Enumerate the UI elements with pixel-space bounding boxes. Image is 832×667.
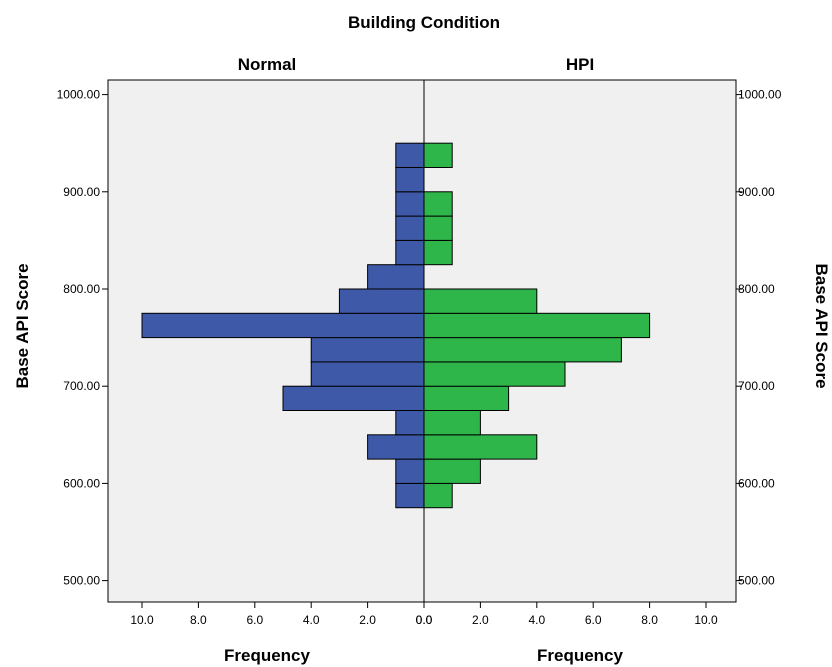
bar-hpi-725 xyxy=(423,337,622,363)
y-tick-label-left-900: 900.00 xyxy=(63,185,100,199)
ticks-layer: 500.00 500.00 600.00 600.00 700.00 700.00 800.… xyxy=(57,88,782,627)
bar-normal-750 xyxy=(141,312,425,339)
x-tick-label-right-10: 10.0 xyxy=(694,613,718,627)
bar-normal-675 xyxy=(282,385,425,412)
y-tick-label-left-800: 800.00 xyxy=(63,282,100,296)
bar-normal-925 xyxy=(395,142,425,168)
bar-hpi-925 xyxy=(423,142,453,168)
y-tick-label-right-900: 900.00 xyxy=(738,185,775,199)
bar-normal-700 xyxy=(310,361,425,387)
bar-normal-650 xyxy=(395,410,425,436)
x-tick-label-left-4: 4.0 xyxy=(303,613,320,627)
x-axis-label-right: Frequency xyxy=(537,646,624,665)
bar-normal-600 xyxy=(395,458,425,484)
y-tick-label-left-500: 500.00 xyxy=(63,574,100,588)
bar-hpi-850 xyxy=(423,215,453,241)
bars-layer xyxy=(141,142,651,509)
x-tick-label-right-2: 2.0 xyxy=(472,613,489,627)
y-axis-label-left: Base API Score xyxy=(13,263,32,388)
x-tick-label-left-10: 10.0 xyxy=(130,613,154,627)
x-tick-label-right-6: 6.0 xyxy=(585,613,602,627)
y-tick-label-right-1000: 1000.00 xyxy=(738,88,782,102)
x-tick-label-left-6: 6.0 xyxy=(246,613,263,627)
bar-hpi-675 xyxy=(423,385,510,412)
bar-normal-900 xyxy=(395,166,425,193)
bar-hpi-650 xyxy=(423,410,481,436)
x-tick-label-right-8: 8.0 xyxy=(641,613,658,627)
y-tick-label-right-500: 500.00 xyxy=(738,574,775,588)
bar-hpi-600 xyxy=(423,458,481,484)
bar-normal-800 xyxy=(367,264,425,290)
bar-hpi-750 xyxy=(423,312,651,339)
x-tick-label-right-0: 0.0 xyxy=(416,613,433,627)
y-tick-label-right-700: 700.00 xyxy=(738,379,775,393)
bar-hpi-875 xyxy=(423,191,453,217)
bar-normal-875 xyxy=(395,191,425,217)
panel-title-hpi: HPI xyxy=(566,55,594,74)
bar-hpi-625 xyxy=(423,434,538,460)
bar-normal-625 xyxy=(367,434,425,460)
x-tick-label-right-4: 4.0 xyxy=(528,613,545,627)
y-tick-label-left-1000: 1000.00 xyxy=(57,88,101,102)
bar-hpi-775 xyxy=(423,288,538,314)
bar-normal-725 xyxy=(310,337,425,363)
bar-normal-775 xyxy=(338,288,425,314)
y-tick-label-left-600: 600.00 xyxy=(63,476,100,490)
bar-normal-825 xyxy=(395,239,425,266)
y-tick-label-right-800: 800.00 xyxy=(738,282,775,296)
x-tick-label-left-8: 8.0 xyxy=(190,613,207,627)
bar-hpi-575 xyxy=(423,482,453,509)
y-tick-label-left-700: 700.00 xyxy=(63,379,100,393)
x-tick-label-left-2: 2.0 xyxy=(359,613,376,627)
y-axis-label-right: Base API Score xyxy=(812,263,831,388)
bar-normal-850 xyxy=(395,215,425,241)
bar-hpi-700 xyxy=(423,361,566,387)
panel-title-normal: Normal xyxy=(238,55,297,74)
bar-normal-575 xyxy=(395,482,425,509)
bar-hpi-825 xyxy=(423,239,453,266)
chart-title: Building Condition xyxy=(348,13,500,32)
x-axis-label-left: Frequency xyxy=(224,646,311,665)
x-tick-label-left-0: 0.0 xyxy=(416,613,433,627)
y-tick-label-right-600: 600.00 xyxy=(738,476,775,490)
